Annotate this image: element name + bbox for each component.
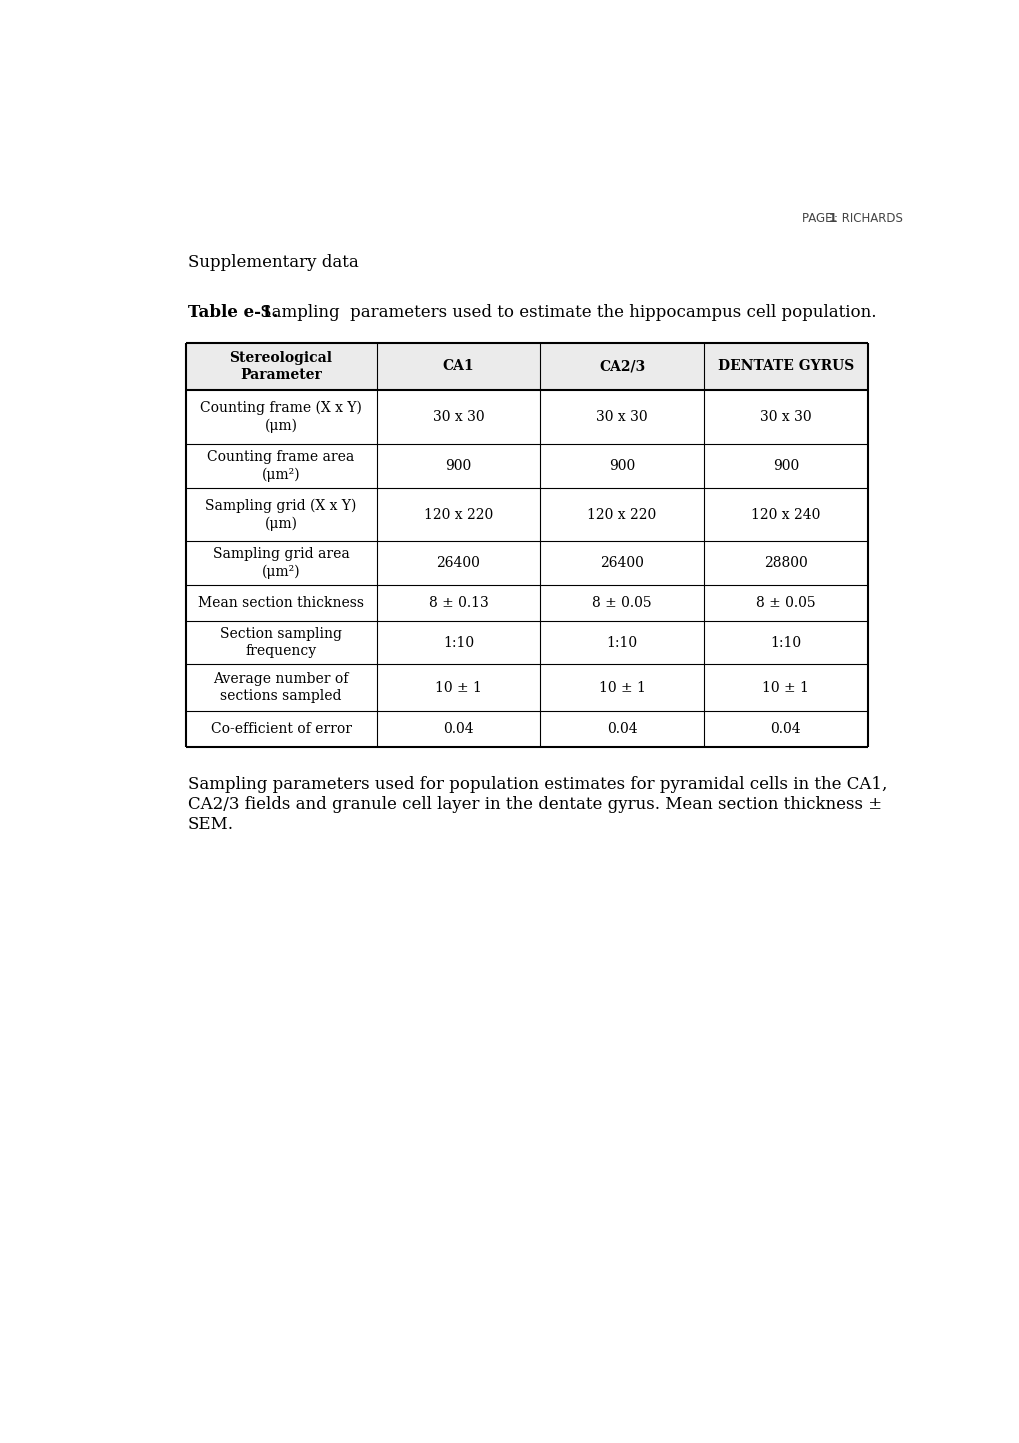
Text: 1:10: 1:10 (442, 635, 474, 649)
Text: 8 ± 0.05: 8 ± 0.05 (592, 596, 651, 610)
Text: 0.04: 0.04 (606, 722, 637, 736)
Text: Mean section thickness: Mean section thickness (198, 596, 364, 610)
Bar (185, 342, 867, 390)
Text: Counting frame (X x Y)
(μm): Counting frame (X x Y) (μm) (200, 401, 362, 433)
Text: Sampling parameters used for population estimates for pyramidal cells in the CA1: Sampling parameters used for population … (187, 776, 887, 794)
Text: 30 x 30: 30 x 30 (432, 410, 484, 424)
Text: 1: 1 (828, 212, 837, 225)
Text: Average number of
sections sampled: Average number of sections sampled (213, 672, 348, 703)
Text: Supplementary data: Supplementary data (187, 254, 359, 271)
Text: Table e-1.: Table e-1. (187, 304, 278, 320)
Text: : RICHARDS: : RICHARDS (834, 212, 902, 225)
Text: 120 x 240: 120 x 240 (750, 508, 819, 521)
Text: 120 x 220: 120 x 220 (423, 508, 492, 521)
Text: Counting frame area
(μm²): Counting frame area (μm²) (207, 450, 355, 482)
Text: 30 x 30: 30 x 30 (596, 410, 647, 424)
Text: 10 ± 1: 10 ± 1 (434, 681, 481, 694)
Text: CA2/3 fields and granule cell layer in the dentate gyrus. Mean section thickness: CA2/3 fields and granule cell layer in t… (187, 797, 881, 812)
Text: 10 ± 1: 10 ± 1 (761, 681, 808, 694)
Text: 10 ± 1: 10 ± 1 (598, 681, 645, 694)
Text: PAGE: PAGE (801, 212, 836, 225)
Text: 28800: 28800 (763, 556, 807, 570)
Text: 0.04: 0.04 (442, 722, 473, 736)
Text: Stereological
Parameter: Stereological Parameter (229, 351, 332, 382)
Text: 26400: 26400 (436, 556, 480, 570)
Text: 26400: 26400 (599, 556, 643, 570)
Text: 1:10: 1:10 (606, 635, 637, 649)
Text: 120 x 220: 120 x 220 (587, 508, 656, 521)
Text: Section sampling
frequency: Section sampling frequency (220, 626, 341, 658)
Text: 8 ± 0.13: 8 ± 0.13 (428, 596, 488, 610)
Text: DENTATE GYRUS: DENTATE GYRUS (717, 359, 853, 374)
Text: 0.04: 0.04 (769, 722, 800, 736)
Text: 900: 900 (608, 459, 635, 473)
Text: Sampling grid area
(μm²): Sampling grid area (μm²) (213, 547, 350, 579)
Text: SEM.: SEM. (187, 817, 233, 833)
Text: 1:10: 1:10 (769, 635, 801, 649)
Text: 8 ± 0.05: 8 ± 0.05 (755, 596, 815, 610)
Text: CA1: CA1 (442, 359, 474, 374)
Text: Sampling grid (X x Y)
(μm): Sampling grid (X x Y) (μm) (205, 498, 357, 531)
Text: Sampling  parameters used to estimate the hippocampus cell population.: Sampling parameters used to estimate the… (255, 304, 876, 320)
Text: 900: 900 (445, 459, 471, 473)
Text: 900: 900 (772, 459, 798, 473)
Text: 30 x 30: 30 x 30 (759, 410, 811, 424)
Text: CA2/3: CA2/3 (598, 359, 645, 374)
Text: Co-efficient of error: Co-efficient of error (210, 722, 352, 736)
